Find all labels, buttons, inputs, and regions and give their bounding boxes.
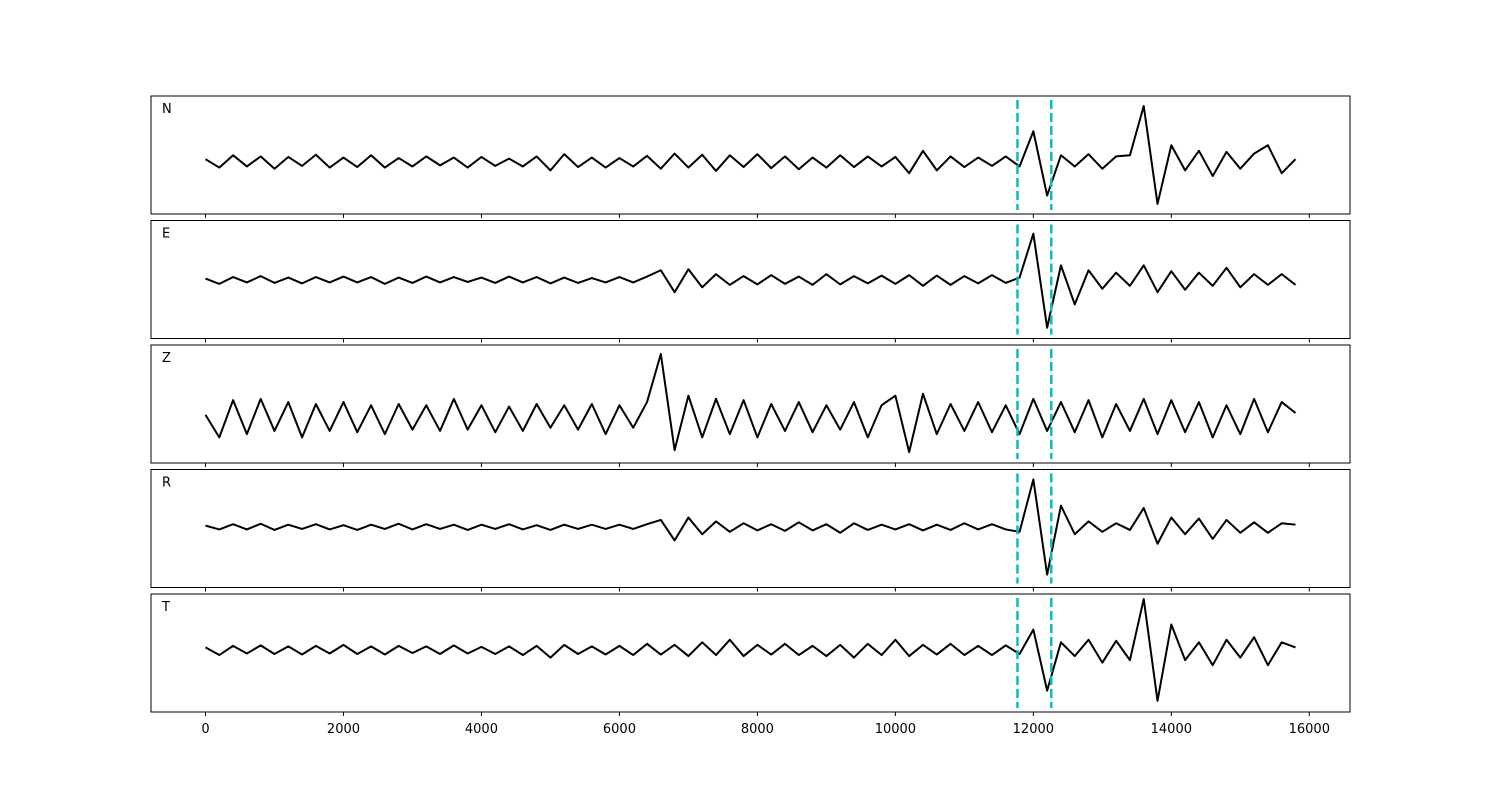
- panel-label: E: [162, 227, 170, 242]
- x-tick-label: 6000: [603, 722, 636, 737]
- x-tick-label: 2000: [327, 722, 360, 737]
- x-tick-label: 12000: [1013, 722, 1054, 737]
- panel-label: N: [162, 102, 172, 117]
- x-tick-label: 10000: [875, 722, 916, 737]
- panel-frame: [150, 344, 1351, 464]
- panel-frame: [150, 469, 1351, 588]
- panel-frame: [150, 95, 1351, 215]
- x-tick-label: 16000: [1289, 722, 1330, 737]
- panel-frame: [150, 593, 1351, 713]
- trace: [204, 352, 1297, 454]
- x-tick-label: 14000: [1151, 722, 1192, 737]
- trace: [205, 478, 1296, 576]
- panel-label: R: [162, 476, 171, 491]
- trace: [205, 598, 1296, 702]
- panel-label: Z: [162, 351, 171, 366]
- x-tick-label: 0: [201, 722, 209, 737]
- trace: [204, 105, 1297, 205]
- panel-frame: [150, 220, 1351, 339]
- x-tick-label: 4000: [465, 722, 498, 737]
- panel-label: T: [161, 600, 170, 615]
- x-tick-label: 8000: [741, 722, 774, 737]
- trace: [205, 232, 1297, 329]
